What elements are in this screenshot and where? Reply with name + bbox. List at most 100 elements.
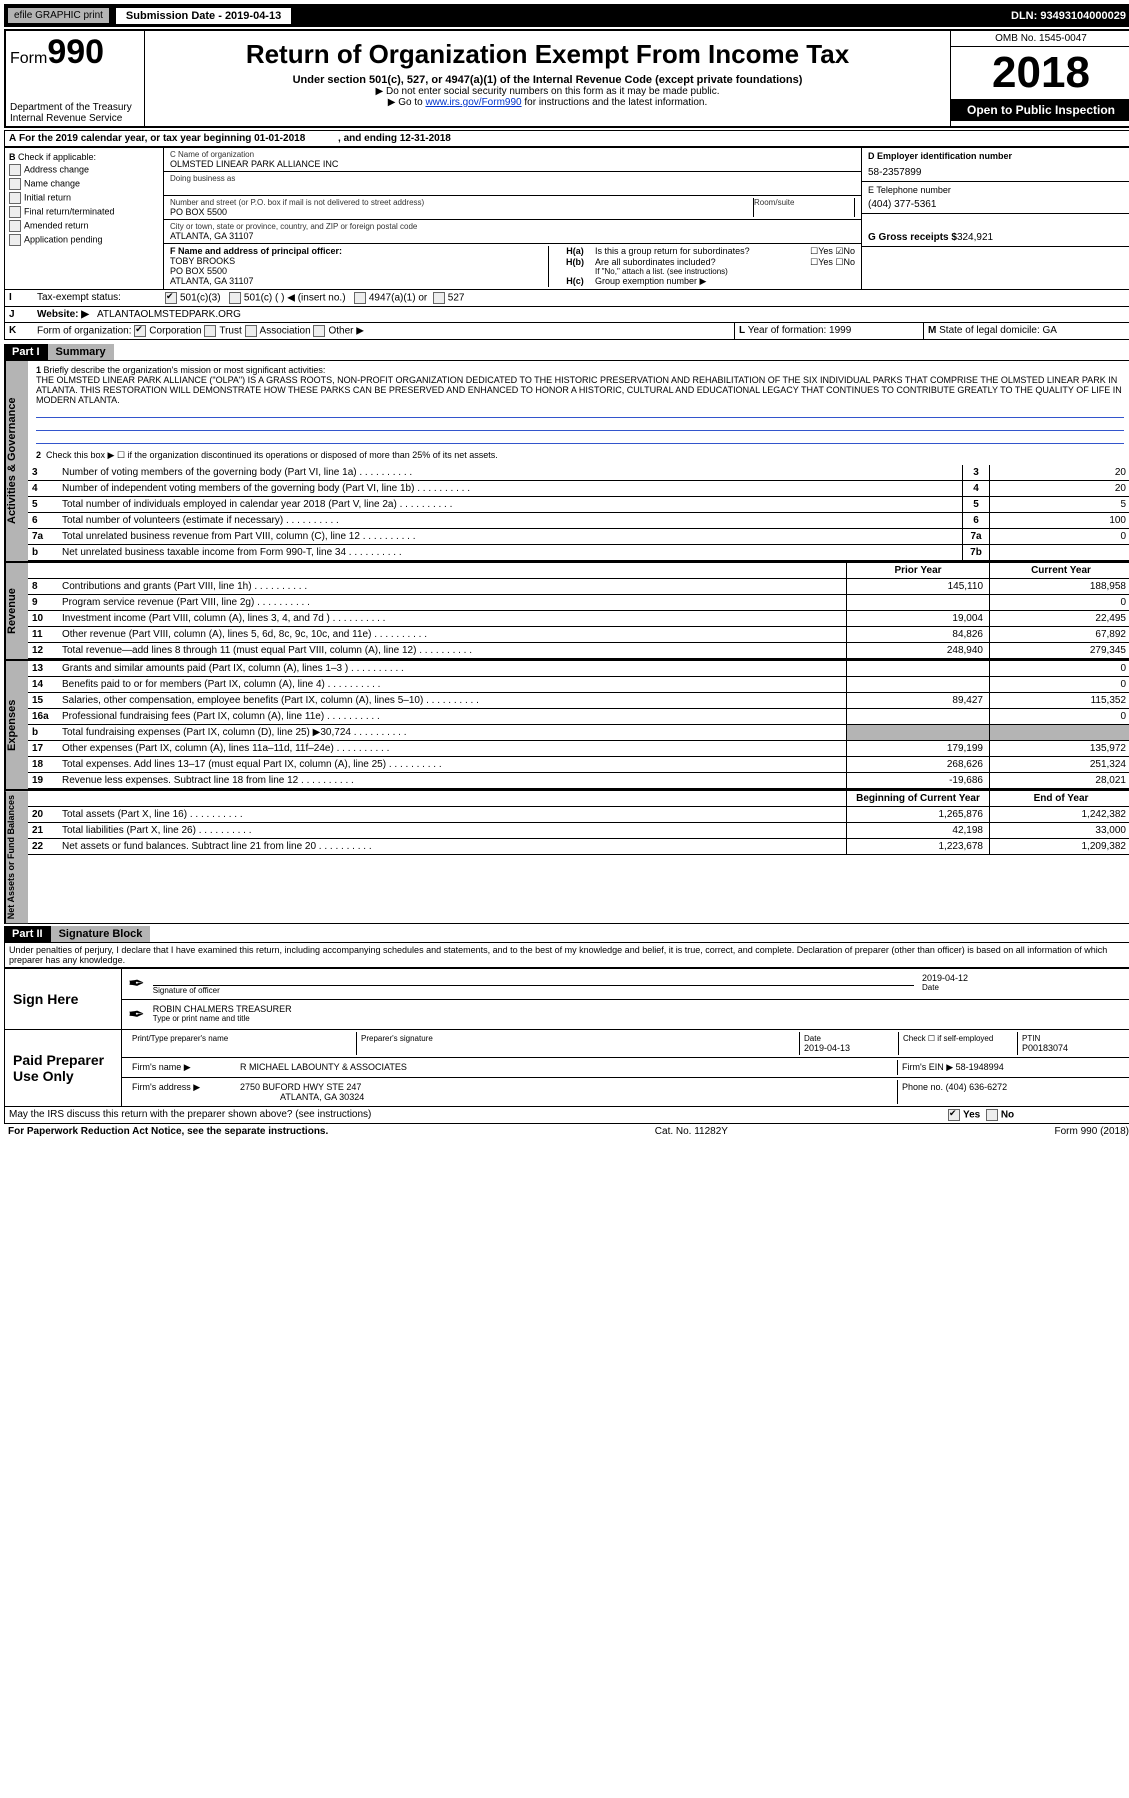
hb-label: H(b) xyxy=(555,257,595,276)
net-section: Net Assets or Fund Balances Beginning of… xyxy=(4,790,1129,924)
officer-typed: ROBIN CHALMERS TREASURER xyxy=(153,1004,1122,1014)
other-label: Other ▶ xyxy=(328,326,363,337)
527-checkbox[interactable] xyxy=(433,292,445,304)
rev-section: Revenue Prior Year Current Year 8Contrib… xyxy=(4,562,1129,660)
instr2-pre: ▶ Go to xyxy=(388,97,426,108)
year-header: Prior Year Current Year xyxy=(28,563,1129,579)
trust-checkbox[interactable] xyxy=(204,325,216,337)
c3-label: 501(c)(3) xyxy=(180,293,221,304)
summary-line: 14Benefits paid to or for members (Part … xyxy=(28,677,1129,693)
discuss-yes-checkbox[interactable] xyxy=(948,1109,960,1121)
c-other-checkbox[interactable] xyxy=(229,292,241,304)
part2-title: Signature Block xyxy=(51,926,151,942)
corp-checkbox[interactable] xyxy=(134,325,146,337)
firm-addr: 2750 BUFORD HWY STE 247 xyxy=(240,1082,893,1092)
mission-text: THE OLMSTED LINEAR PARK ALLIANCE ("OLPA"… xyxy=(36,375,1122,405)
hb-text: Are all subordinates included? xyxy=(595,257,716,267)
underline xyxy=(36,420,1124,431)
hb-note: If "No," attach a list. (see instruction… xyxy=(595,267,855,276)
colb-option: Application pending xyxy=(9,234,159,246)
instruction-2: ▶ Go to www.irs.gov/Form990 for instruct… xyxy=(149,97,946,108)
summary-line: bNet unrelated business taxable income f… xyxy=(28,545,1129,561)
c3-checkbox[interactable] xyxy=(165,292,177,304)
colb-checkbox[interactable] xyxy=(9,234,21,246)
col-b-label: B xyxy=(9,152,16,162)
colb-option: Address change xyxy=(9,164,159,176)
row-a-text: For the 2019 calendar year, or tax year … xyxy=(19,133,305,144)
pen-icon: ✒ xyxy=(128,1002,145,1027)
row-a-ending: , and ending 12-31-2018 xyxy=(338,133,451,144)
colb-checkbox[interactable] xyxy=(9,206,21,218)
4947-checkbox[interactable] xyxy=(354,292,366,304)
net-label: Net Assets or Fund Balances xyxy=(5,791,28,923)
irs-link[interactable]: www.irs.gov/Form990 xyxy=(425,97,521,108)
sig-date: 2019-04-12 xyxy=(922,973,1122,983)
sign-here-label: Sign Here xyxy=(5,969,122,1029)
hc-text: Group exemption number ▶ xyxy=(595,276,706,287)
summary-line: bTotal fundraising expenses (Part IX, co… xyxy=(28,725,1129,741)
instr2-post: for instructions and the latest informat… xyxy=(522,97,708,108)
colb-option: Initial return xyxy=(9,192,159,204)
dept-treasury: Department of the Treasury xyxy=(10,102,140,113)
colb-checkbox[interactable] xyxy=(9,192,21,204)
no-label: No xyxy=(843,246,855,256)
no-label-2: No xyxy=(843,257,855,267)
jurat-text: Under penalties of perjury, I declare th… xyxy=(4,942,1129,968)
prep-name-label: Print/Type preparer's name xyxy=(132,1034,352,1043)
org-name: OLMSTED LINEAR PARK ALLIANCE INC xyxy=(170,159,855,169)
col-c-org-info: C Name of organization OLMSTED LINEAR PA… xyxy=(164,148,861,289)
tax-status-label: Tax-exempt status: xyxy=(33,290,161,306)
net-header: Beginning of Current Year End of Year xyxy=(28,791,1129,807)
colb-checkbox[interactable] xyxy=(9,220,21,232)
officer-label: F Name and address of principal officer: xyxy=(170,246,548,256)
row-m-text: State of legal domicile: GA xyxy=(939,325,1057,336)
prep-sig-label: Preparer's signature xyxy=(361,1034,795,1043)
room-label: Room/suite xyxy=(754,198,854,207)
summary-line: 19Revenue less expenses. Subtract line 1… xyxy=(28,773,1129,789)
other-checkbox[interactable] xyxy=(313,325,325,337)
discuss-yes: Yes xyxy=(963,1110,980,1121)
ha-label: H(a) xyxy=(555,246,595,257)
row-i: I Tax-exempt status: 501(c)(3) 501(c) ( … xyxy=(4,290,1129,307)
top-bar: efile GRAPHIC print Submission Date - 20… xyxy=(4,4,1129,27)
underline xyxy=(36,433,1124,444)
firm-ein-label: Firm's EIN ▶ xyxy=(902,1062,953,1072)
summary-line: 5Total number of individuals employed in… xyxy=(28,497,1129,513)
summary-line: 8Contributions and grants (Part VIII, li… xyxy=(28,579,1129,595)
ptin-value: P00183074 xyxy=(1022,1043,1122,1053)
ein-label: D Employer identification number xyxy=(868,151,1126,161)
addr-value: PO BOX 5500 xyxy=(170,207,753,217)
summary-line: 16aProfessional fundraising fees (Part I… xyxy=(28,709,1129,725)
efile-button[interactable]: efile GRAPHIC print xyxy=(7,7,110,24)
row-a-label: A xyxy=(9,133,16,144)
summary-line: 12Total revenue—add lines 8 through 11 (… xyxy=(28,643,1129,659)
firm-addr-label: Firm's address ▶ xyxy=(128,1080,236,1104)
beg-year-header: Beginning of Current Year xyxy=(846,791,989,806)
identity-section: B Check if applicable: Address changeNam… xyxy=(4,147,1129,290)
form-ref: Form 990 (2018) xyxy=(1055,1126,1129,1137)
colb-option: Name change xyxy=(9,178,159,190)
dba-value xyxy=(170,183,855,193)
colb-checkbox[interactable] xyxy=(9,164,21,176)
row-k-label: K xyxy=(5,323,33,339)
summary-line: 18Total expenses. Add lines 13–17 (must … xyxy=(28,757,1129,773)
row-klm: K Form of organization: Corporation Trus… xyxy=(4,323,1129,340)
form-number: 990 xyxy=(47,33,104,71)
irs-label: Internal Revenue Service xyxy=(10,113,140,124)
discuss-no: No xyxy=(1001,1110,1014,1121)
colb-checkbox[interactable] xyxy=(9,178,21,190)
exp-section: Expenses 13Grants and similar amounts pa… xyxy=(4,660,1129,790)
submission-date: Submission Date - 2019-04-13 xyxy=(116,8,291,24)
check-self: Check ☐ if self-employed xyxy=(903,1034,1013,1043)
firm-city: ATLANTA, GA 30324 xyxy=(280,1092,893,1102)
summary-line: 21Total liabilities (Part X, line 26)42,… xyxy=(28,823,1129,839)
row-l-label: L xyxy=(739,325,745,336)
gov-label: Activities & Governance xyxy=(5,361,28,561)
summary-line: 22Net assets or fund balances. Subtract … xyxy=(28,839,1129,855)
exp-label: Expenses xyxy=(5,661,28,789)
assoc-checkbox[interactable] xyxy=(245,325,257,337)
discuss-no-checkbox[interactable] xyxy=(986,1109,998,1121)
tax-year: 2018 xyxy=(951,47,1129,99)
527-label: 527 xyxy=(448,293,465,304)
gross-label: G Gross receipts $ xyxy=(868,232,957,243)
